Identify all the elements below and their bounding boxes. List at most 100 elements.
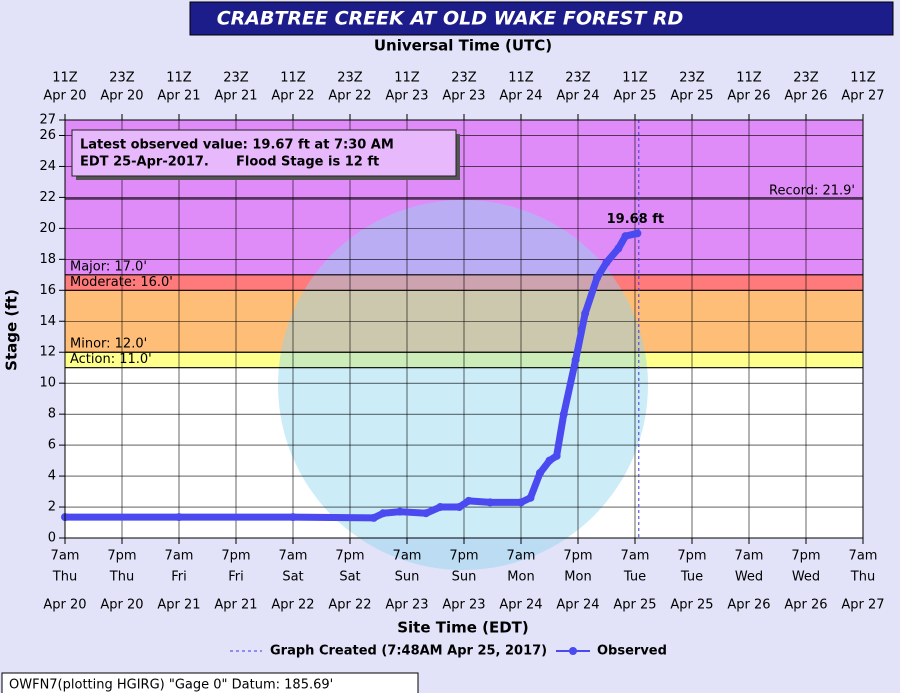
x-tick-label: 7am [735, 549, 764, 564]
y-tick-label: 4 [48, 469, 56, 484]
y-tick-label: 27 [39, 113, 56, 128]
x-tick-label: Tue [623, 570, 646, 585]
chart-title: CRABTREE CREEK AT OLD WAKE FOREST RD [217, 8, 684, 30]
x-tick-label: Apr 23 [442, 598, 485, 613]
x2-tick-label: Apr 25 [670, 89, 713, 104]
x-tick-label: Mon [507, 570, 534, 585]
y-tick-label: 18 [39, 252, 56, 267]
x2-tick-label: 23Z [565, 71, 591, 86]
observed-point [379, 509, 388, 518]
observed-point [614, 244, 623, 253]
x-tick-label: Thu [109, 570, 134, 585]
x2-tick-label: 23Z [793, 71, 819, 86]
x-tick-label: Mon [564, 570, 591, 585]
info-text: Flood Stage is 12 ft [236, 155, 379, 170]
y-tick-label: 20 [39, 221, 56, 236]
x2-tick-label: 11Z [508, 71, 534, 86]
x-tick-label: 7pm [563, 549, 592, 564]
x2-tick-label: Apr 26 [784, 89, 827, 104]
x2-tick-label: Apr 24 [556, 89, 599, 104]
x-axis-label: Site Time (EDT) [397, 619, 529, 637]
x2-tick-label: 11Z [52, 71, 78, 86]
x-tick-label: Apr 26 [727, 598, 770, 613]
y-tick-label: 14 [39, 314, 56, 329]
observed-point [593, 273, 601, 282]
x-tick-label: Apr 20 [43, 598, 86, 613]
x2-tick-label: Apr 27 [841, 89, 884, 104]
x-tick-label: 7pm [449, 549, 478, 564]
observed-point [464, 496, 473, 505]
footer: OWFN7(plotting HGIRG) "Gage 0" Datum: 18… [9, 678, 333, 693]
observed-point [633, 229, 642, 238]
observed-point [526, 493, 535, 502]
x-tick-label: Apr 27 [841, 598, 884, 613]
x-tick-label: Fri [228, 570, 244, 585]
x2-tick-label: 11Z [280, 71, 306, 86]
plot-frame [64, 119, 864, 539]
x2-axis-label: Universal Time (UTC) [374, 37, 552, 55]
x2-tick-label: 23Z [223, 71, 249, 86]
x-tick-label: Apr 25 [670, 598, 713, 613]
info-text: Latest observed value: 19.67 ft at 7:30 … [80, 138, 394, 153]
observed-point [517, 498, 525, 507]
x-tick-label: 7am [849, 549, 878, 564]
x2-tick-label: 11Z [622, 71, 648, 86]
x2-tick-label: 11Z [166, 71, 192, 86]
threshold-label: Record: 21.9' [769, 183, 855, 198]
x-tick-label: Apr 22 [328, 598, 371, 613]
observed-point [545, 456, 554, 465]
observed-point [581, 309, 590, 318]
info-text: EDT 25-Apr-2017. [80, 155, 209, 170]
x2-tick-label: 23Z [679, 71, 705, 86]
legend-label: Observed [597, 644, 667, 659]
x-tick-label: Thu [52, 570, 77, 585]
observed-point [621, 232, 630, 241]
x2-tick-label: 11Z [736, 71, 762, 86]
y-axis-label: Stage (ft) [3, 289, 21, 371]
y-tick-label: 2 [48, 500, 56, 515]
observed-point [602, 258, 611, 267]
x-tick-label: 7pm [221, 549, 250, 564]
threshold-label: Action: 11.0' [70, 352, 152, 367]
watermark [278, 200, 648, 570]
x2-tick-label: Apr 20 [100, 89, 143, 104]
x-tick-label: 7am [393, 549, 422, 564]
observed-point [486, 498, 495, 507]
y-tick-label: 12 [39, 345, 56, 360]
x2-tick-label: 11Z [394, 71, 420, 86]
x2-tick-label: Apr 22 [328, 89, 371, 104]
x2-tick-label: 11Z [850, 71, 876, 86]
x-tick-label: Thu [850, 570, 875, 585]
x2-tick-label: Apr 20 [43, 89, 86, 104]
info-box [71, 129, 457, 177]
y-tick-label: 22 [39, 190, 56, 205]
y-tick-label: 8 [48, 407, 56, 422]
x-tick-label: Apr 21 [157, 598, 200, 613]
observed-point [175, 513, 183, 522]
x-tick-label: 7pm [791, 549, 820, 564]
x-tick-label: Wed [792, 570, 820, 585]
observed-point [455, 503, 464, 512]
x-tick-label: Apr 24 [556, 598, 599, 613]
y-tick-label: 6 [48, 438, 56, 453]
x-tick-label: Apr 21 [214, 598, 257, 613]
y-tick-label: 10 [39, 376, 56, 391]
x-tick-label: Sat [339, 570, 360, 585]
x-tick-label: 7pm [335, 549, 364, 564]
x-tick-label: 7am [507, 549, 536, 564]
x2-tick-label: Apr 24 [499, 89, 542, 104]
x-tick-label: Wed [735, 570, 763, 585]
x2-tick-label: Apr 23 [385, 89, 428, 104]
observed-point [395, 507, 404, 516]
x2-tick-label: Apr 25 [613, 89, 656, 104]
x-tick-label: 7am [165, 549, 194, 564]
x-tick-label: 7am [279, 549, 308, 564]
x2-tick-label: Apr 21 [157, 89, 200, 104]
x2-tick-label: 23Z [451, 71, 477, 86]
x-tick-label: 7am [621, 549, 650, 564]
x-tick-label: Apr 25 [613, 598, 656, 613]
observed-point [536, 468, 544, 477]
legend-swatch-dot [569, 647, 577, 655]
legend-label: Graph Created (7:48AM Apr 25, 2017) [270, 644, 547, 659]
